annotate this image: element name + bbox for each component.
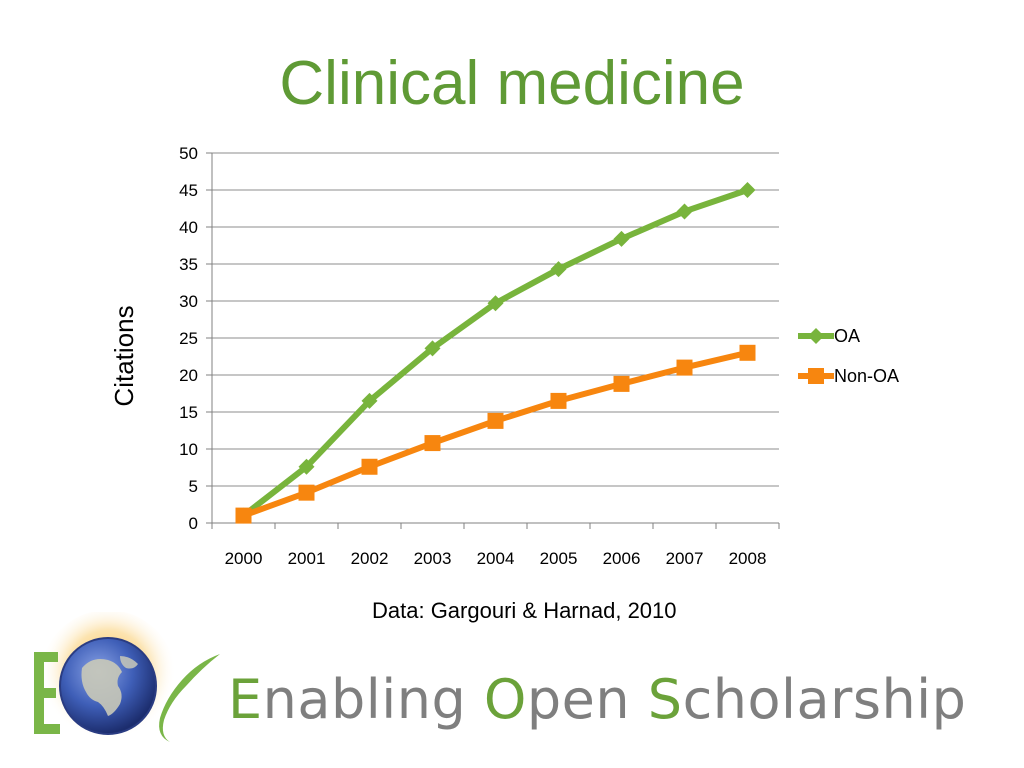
x-tick-labels: 2000 2001 2002 2003 2004 2005 2006 2007 2008	[225, 549, 767, 568]
brand-tagline: Enabling Open Scholarship	[228, 668, 966, 731]
point-non-oa-2000	[235, 507, 252, 524]
x-tick-label-2008: 2008	[729, 549, 767, 568]
point-non-oa-2008	[739, 344, 756, 361]
point-oa-2003	[424, 340, 441, 357]
x-tick-label-2007: 2007	[666, 549, 704, 568]
series	[235, 182, 756, 524]
point-non-oa-2004	[487, 412, 504, 429]
legend-item-oa: OA	[798, 326, 860, 346]
y-tick-label-40: 40	[179, 218, 198, 237]
x-tick-label-2002: 2002	[351, 549, 389, 568]
y-tick-label-30: 30	[179, 292, 198, 311]
x-tick-label-2003: 2003	[414, 549, 452, 568]
point-non-oa-2003	[424, 435, 441, 452]
y-axis-label: Citations	[109, 305, 139, 406]
series-line-non-oa	[240, 349, 751, 519]
x-tick-label-2004: 2004	[477, 549, 515, 568]
source-note: Data: Gargouri & Harnad, 2010	[372, 598, 677, 623]
point-non-oa-2006	[613, 375, 630, 392]
brand-text-enabling: nabling	[262, 668, 484, 731]
point-oa-2005	[550, 261, 567, 278]
axes	[206, 152, 780, 529]
point-non-oa-2001	[298, 484, 315, 501]
legend-label-oa: OA	[834, 326, 860, 346]
point-oa-2006	[613, 230, 630, 247]
globe-logo-icon	[34, 610, 220, 746]
x-tick-label-2005: 2005	[540, 549, 578, 568]
grid-lines	[212, 152, 779, 487]
y-tick-label-35: 35	[179, 255, 198, 274]
legend: OA Non-OA	[798, 326, 899, 386]
point-oa-2002	[361, 392, 378, 409]
y-tick-label-5: 5	[189, 477, 198, 496]
brand-initial-s: S	[647, 668, 683, 731]
x-tick-label-2000: 2000	[225, 549, 263, 568]
series-line-oa	[240, 187, 751, 519]
brand-text-scholarship: cholarship	[682, 668, 967, 731]
point-non-oa-2002	[361, 458, 378, 475]
y-tick-label-45: 45	[179, 181, 198, 200]
legend-item-non-oa: Non-OA	[798, 366, 899, 386]
y-tick-label-15: 15	[179, 403, 198, 422]
x-tick-label-2006: 2006	[603, 549, 641, 568]
series-oa	[235, 182, 756, 524]
brand-text-open: pen	[526, 668, 648, 731]
y-tick-labels: 0 5 10 15 20 25 30 35 40 45 50	[179, 144, 198, 533]
point-non-oa-2007	[676, 359, 693, 376]
slide-title: Clinical medicine	[279, 49, 745, 118]
y-tick-label-0: 0	[189, 514, 198, 533]
y-tick-label-10: 10	[179, 440, 198, 459]
legend-marker-non-oa	[808, 368, 824, 384]
point-oa-2008	[739, 182, 756, 198]
eos-logo	[20, 610, 230, 762]
point-oa-2004	[487, 295, 504, 312]
y-tick-label-50: 50	[179, 144, 198, 163]
brand-initial-o: O	[483, 668, 527, 731]
point-oa-2007	[676, 203, 693, 220]
legend-label-non-oa: Non-OA	[834, 366, 899, 386]
brand-initial-e: E	[228, 668, 263, 731]
series-non-oa	[235, 344, 756, 524]
y-tick-label-25: 25	[179, 329, 198, 348]
y-tick-label-20: 20	[179, 366, 198, 385]
x-tick-label-2001: 2001	[288, 549, 326, 568]
point-oa-2001	[298, 458, 315, 475]
point-non-oa-2005	[550, 392, 567, 409]
legend-marker-oa	[808, 328, 824, 344]
